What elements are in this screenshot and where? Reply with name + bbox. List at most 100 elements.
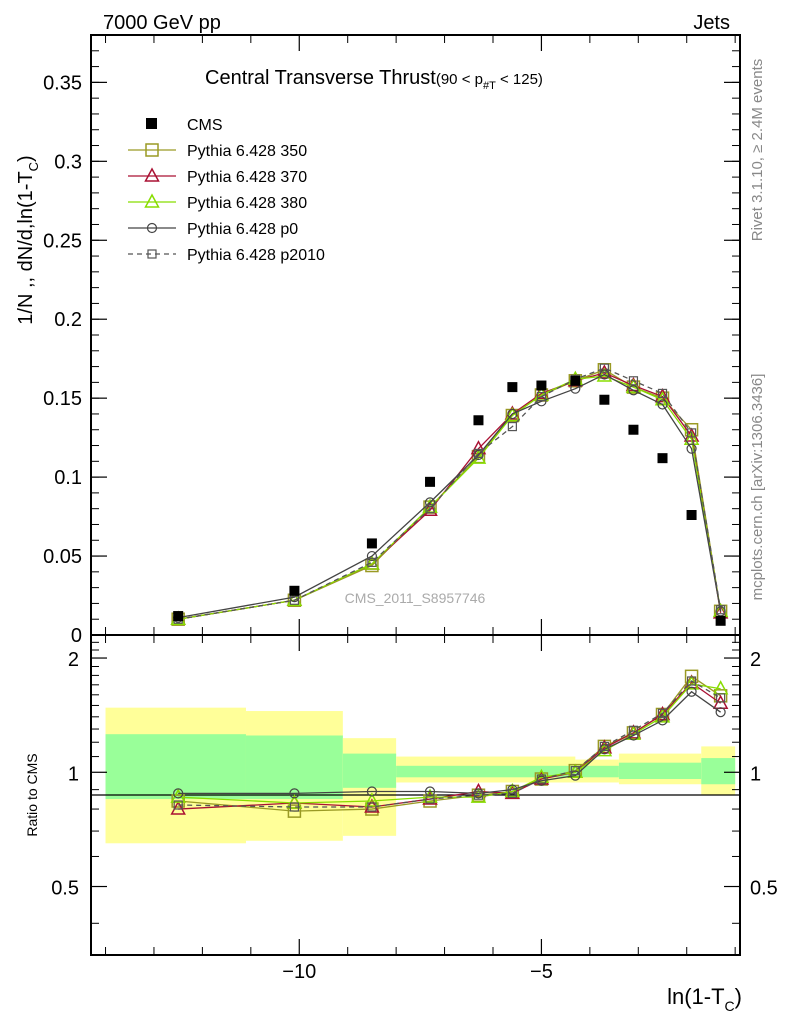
ratio-point	[536, 774, 547, 784]
y-tick-label: 0	[71, 625, 82, 647]
ratio-point	[366, 786, 378, 797]
legend-marker	[147, 249, 157, 259]
series-point	[425, 504, 435, 514]
rivet-version-label: Rivet 3.1.10, ≥ 2.4M events	[749, 59, 766, 242]
series-point	[507, 408, 518, 420]
ratio-plot-frame	[90, 634, 741, 956]
ratio-point	[628, 725, 639, 735]
series-point	[628, 376, 639, 386]
ratio-tick-label: 0.5	[51, 878, 79, 900]
ratio-point	[170, 800, 186, 815]
legend-marker	[146, 222, 158, 234]
series-point	[657, 399, 668, 410]
band-green	[618, 762, 702, 780]
y-tick-label: 0.1	[54, 467, 82, 489]
ratio-y-axis-label: Ratio to CMS	[24, 753, 40, 836]
ratio-tick-label: 0.5	[750, 878, 778, 900]
legend-label: Pythia 6.428 370	[187, 169, 307, 186]
ratio-point	[599, 741, 609, 751]
series-line	[178, 373, 722, 619]
data-point	[570, 375, 581, 386]
legend-label: Pythia 6.428 p0	[187, 221, 298, 238]
legend-label-cms: CMS	[187, 117, 223, 134]
ratio-point	[173, 800, 183, 810]
series-line	[178, 367, 722, 620]
ratio-line	[178, 690, 722, 794]
series-point	[504, 406, 521, 422]
ratio-point	[686, 686, 697, 697]
ratio-point	[570, 766, 580, 776]
ratio-point	[289, 788, 300, 799]
data-point	[425, 476, 436, 487]
ratio-point	[654, 708, 671, 723]
axis-ticks: 0 0.05 0.1 0.15 0.2 0.25 0.3 0.35 −10 −5 0.5 0.5 1 1 2…	[43, 34, 778, 983]
legend-marker-cms	[146, 118, 157, 129]
y-tick-label: 0.05	[43, 546, 82, 568]
series-point	[470, 440, 487, 455]
y-tick-label: 0.3	[54, 151, 82, 173]
series-point	[686, 428, 697, 438]
watermark: CMS_2011_S8957746	[345, 590, 486, 606]
data-point	[686, 510, 697, 520]
series-point	[366, 550, 378, 562]
ratio-point	[716, 693, 726, 703]
series-line	[178, 372, 722, 620]
ratio-point	[424, 786, 436, 797]
legend: CMS Pythia 6.428 350 Pythia 6.428 370 Pythi…	[128, 117, 325, 264]
band-green	[575, 765, 619, 778]
series-point	[473, 448, 484, 459]
ratio-tick-label: 1	[68, 763, 79, 785]
series-point	[657, 388, 668, 399]
mcplots-label: mcplots.cern.ch [arXiv:1306.3436]	[749, 374, 766, 601]
series-line	[178, 369, 722, 620]
ratio-tick-label: 1	[750, 763, 761, 785]
series-point	[365, 558, 379, 573]
series-point	[422, 501, 438, 517]
legend-marker	[144, 167, 160, 182]
ratio-tick-label: 2	[68, 649, 79, 671]
legend-label: Pythia 6.428 p2010	[187, 247, 325, 264]
data-point	[173, 611, 184, 622]
series-point	[364, 555, 380, 570]
ratio-point	[422, 790, 438, 805]
series-point	[599, 363, 609, 373]
legend-marker	[144, 193, 160, 208]
ratio-point	[173, 788, 184, 799]
y-tick-label: 0.2	[54, 309, 82, 331]
x-tick-label: −10	[282, 961, 316, 983]
series-point	[596, 367, 613, 382]
ratio-point	[286, 794, 303, 809]
ratio-point	[289, 802, 300, 812]
legend-label: Pythia 6.428 380	[187, 195, 307, 212]
y-tick-label: 0.25	[43, 230, 82, 252]
chart-title: Central Transverse Thrust(90 < p#T < 125…	[205, 67, 543, 92]
ratio-point	[507, 788, 517, 798]
series-line	[178, 375, 722, 620]
series-point	[367, 557, 377, 567]
data-point	[715, 615, 726, 626]
ratio-point	[570, 770, 581, 781]
x-axis-label: ln(1-TC)	[667, 984, 742, 1014]
series-point	[599, 369, 610, 380]
data-point	[507, 382, 518, 393]
ratio-tick-label: 2	[750, 649, 761, 671]
ratio-point	[367, 802, 377, 812]
x-tick-label: −5	[530, 961, 553, 983]
ratio-point	[686, 676, 697, 686]
ratio-point	[364, 792, 380, 807]
legend-marker	[145, 143, 159, 157]
band-green	[245, 735, 343, 800]
ratio-point	[287, 804, 302, 818]
data-point	[628, 424, 639, 435]
ratio-plot-series	[170, 669, 729, 818]
data-point	[366, 538, 377, 549]
data-point	[536, 380, 547, 391]
series-point	[536, 391, 547, 402]
ratio-point	[533, 768, 550, 784]
ratio-point	[473, 790, 484, 800]
ratio-point	[425, 794, 435, 804]
series-point	[289, 595, 300, 605]
ratio-point	[683, 675, 700, 690]
series-point	[654, 388, 671, 403]
series-point	[424, 497, 436, 508]
